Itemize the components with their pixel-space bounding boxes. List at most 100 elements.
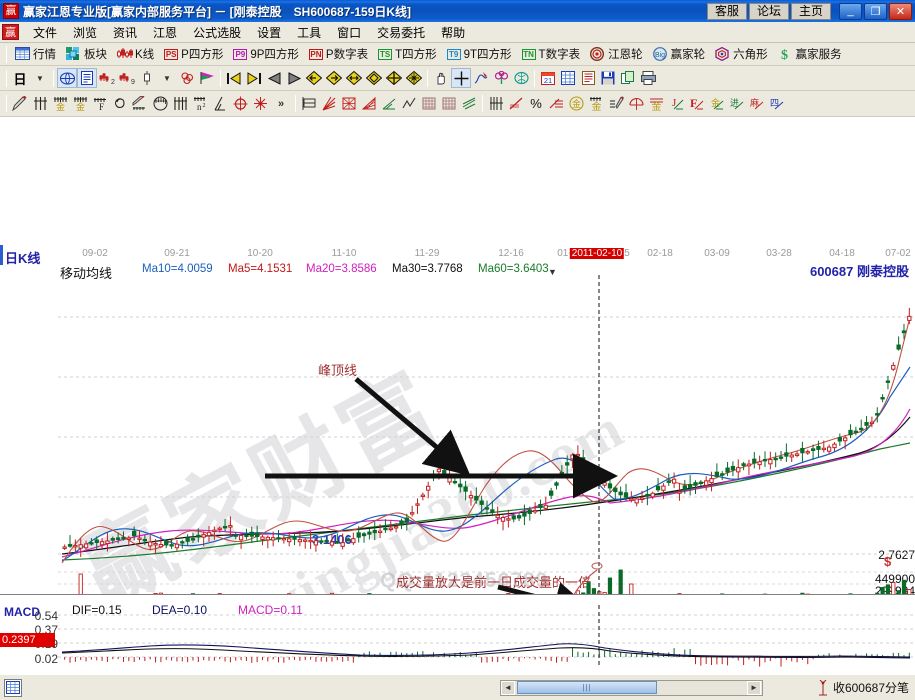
zoom-left-icon[interactable] bbox=[304, 68, 324, 88]
toolbar-button-sectors[interactable]: 板块 bbox=[61, 44, 112, 64]
toolbar-button-t-square[interactable]: TS T四方形 bbox=[373, 44, 442, 64]
close-button[interactable]: ✕ bbox=[889, 3, 912, 20]
flag-icon[interactable] bbox=[197, 68, 217, 88]
spiral-icon[interactable] bbox=[110, 94, 130, 114]
pen-curve-icon[interactable] bbox=[471, 68, 491, 88]
menu-item-window[interactable]: 窗口 bbox=[329, 22, 369, 43]
toolbar-button-gann-wheel[interactable]: 江恩轮 bbox=[585, 44, 648, 64]
building-icon[interactable]: 麻 bbox=[746, 94, 766, 114]
menu-item-trade[interactable]: 交易委托 bbox=[369, 22, 433, 43]
next-icon[interactable] bbox=[284, 68, 304, 88]
toolbar-button-winner-service[interactable]: $ 赢家服务 bbox=[773, 44, 847, 64]
grid2-icon[interactable] bbox=[439, 94, 459, 114]
hand-icon[interactable] bbox=[431, 68, 451, 88]
flower-icon[interactable] bbox=[177, 68, 197, 88]
gann-fan-gold-icon[interactable]: 金 bbox=[50, 94, 70, 114]
menu-item-formula[interactable]: 公式选股 bbox=[185, 22, 249, 43]
tree-icon[interactable] bbox=[491, 68, 511, 88]
zoom-both-icon[interactable] bbox=[344, 68, 364, 88]
chart2-icon[interactable]: 2 bbox=[97, 68, 117, 88]
copy-icon[interactable] bbox=[618, 68, 638, 88]
more-tools-icon[interactable]: » bbox=[270, 98, 292, 110]
last-icon[interactable] bbox=[244, 68, 264, 88]
chevron-down-icon[interactable]: ▼ bbox=[157, 68, 177, 88]
toolbar-button-9t-square[interactable]: T9 9T四方形 bbox=[442, 44, 517, 64]
menu-item-gann[interactable]: 江恩 bbox=[145, 22, 185, 43]
toolbar-button-winner-wheel[interactable]: Big 赢家轮 bbox=[648, 44, 711, 64]
macd-panel[interactable]: MACD DIF=0.15 DEA=0.10 MACD=0.11 0.54 0.… bbox=[0, 594, 915, 674]
first-icon[interactable] bbox=[224, 68, 244, 88]
maximize-button[interactable]: ❐ bbox=[864, 3, 887, 20]
zoom-right-icon[interactable] bbox=[324, 68, 344, 88]
net-icon[interactable] bbox=[339, 94, 359, 114]
pen-level-icon[interactable] bbox=[606, 94, 626, 114]
percent-icon[interactable]: % bbox=[526, 94, 546, 114]
chart9-icon[interactable]: 9 bbox=[117, 68, 137, 88]
pen-grid-icon[interactable] bbox=[130, 94, 150, 114]
toolbar-button-kline[interactable]: K线 bbox=[112, 44, 159, 64]
titlebar-link-forum[interactable]: 论坛 bbox=[749, 3, 789, 20]
gann-gold2-icon[interactable]: 金 bbox=[70, 94, 90, 114]
toolbar-button-t-numbers[interactable]: TN T数字表 bbox=[517, 44, 586, 64]
grid1-icon[interactable] bbox=[419, 94, 439, 114]
scroll-thumb[interactable]: ||| bbox=[517, 681, 657, 694]
gold4-icon[interactable]: 金 bbox=[706, 94, 726, 114]
menu-item-tools[interactable]: 工具 bbox=[289, 22, 329, 43]
print-icon[interactable] bbox=[638, 68, 658, 88]
menu-item-news[interactable]: 资讯 bbox=[105, 22, 145, 43]
fork2-icon[interactable] bbox=[170, 94, 190, 114]
zoom-cross-icon[interactable] bbox=[384, 68, 404, 88]
calendar-icon[interactable]: 21 bbox=[538, 68, 558, 88]
step-icon[interactable]: 进 bbox=[726, 94, 746, 114]
angle2-icon[interactable] bbox=[379, 94, 399, 114]
table-icon[interactable] bbox=[558, 68, 578, 88]
toolbar-button-hexagon[interactable]: 六角形 bbox=[710, 44, 773, 64]
chart-area[interactable]: 赢家财富 www.yingjia360.com QQ:1123456789 日K… bbox=[0, 117, 915, 594]
toolbar-button-p-numbers[interactable]: PN P数字表 bbox=[304, 44, 373, 64]
menu-item-settings[interactable]: 设置 bbox=[249, 22, 289, 43]
ruler-icon[interactable] bbox=[486, 94, 506, 114]
period-day-button[interactable]: 日 bbox=[10, 68, 30, 88]
horizontal-scrollbar[interactable]: ◄ ||| ► bbox=[500, 680, 763, 696]
fan-f-icon[interactable]: F bbox=[90, 94, 110, 114]
star-icon[interactable] bbox=[250, 94, 270, 114]
crosshair-icon[interactable] bbox=[451, 68, 471, 88]
brain-icon[interactable] bbox=[511, 68, 531, 88]
report-icon[interactable] bbox=[578, 68, 598, 88]
toolbar-button-quotes[interactable]: 行情 bbox=[10, 44, 61, 64]
scroll-right-arrow[interactable]: ► bbox=[747, 681, 761, 695]
gold2-icon[interactable]: 金 bbox=[586, 94, 606, 114]
document-icon[interactable] bbox=[77, 68, 97, 88]
titlebar-link-homepage[interactable]: 主页 bbox=[791, 3, 831, 20]
menu-item-file[interactable]: 文件 bbox=[25, 22, 65, 43]
toolbar-button-p-square[interactable]: PS P四方形 bbox=[159, 44, 228, 64]
j-icon[interactable]: J bbox=[666, 94, 686, 114]
gold-circle-icon[interactable]: 金 bbox=[566, 94, 586, 114]
arc-gold-icon[interactable] bbox=[626, 94, 646, 114]
zoom-diamond-icon[interactable] bbox=[364, 68, 384, 88]
pen-icon[interactable] bbox=[10, 94, 30, 114]
lines-icon[interactable] bbox=[459, 94, 479, 114]
save-icon[interactable] bbox=[598, 68, 618, 88]
menu-item-browse[interactable]: 浏览 bbox=[65, 22, 105, 43]
rays-icon[interactable] bbox=[319, 94, 339, 114]
percent-line2-icon[interactable] bbox=[546, 94, 566, 114]
four-icon[interactable]: 四 bbox=[766, 94, 786, 114]
table-icon[interactable] bbox=[4, 679, 22, 697]
titlebar-link-support[interactable]: 客服 bbox=[707, 3, 747, 20]
angle-icon[interactable] bbox=[210, 94, 230, 114]
menu-item-help[interactable]: 帮助 bbox=[433, 22, 473, 43]
prev-icon[interactable] bbox=[264, 68, 284, 88]
gold3-icon[interactable]: 金 bbox=[646, 94, 666, 114]
scroll-left-arrow[interactable]: ◄ bbox=[501, 681, 515, 695]
target-icon[interactable] bbox=[230, 94, 250, 114]
web-icon[interactable] bbox=[359, 94, 379, 114]
zigzag-icon[interactable] bbox=[399, 94, 419, 114]
minimize-button[interactable]: _ bbox=[839, 3, 862, 20]
box-icon[interactable] bbox=[299, 94, 319, 114]
f-icon[interactable]: F bbox=[686, 94, 706, 114]
circle-grid-icon[interactable] bbox=[150, 94, 170, 114]
zoom-expand-icon[interactable] bbox=[404, 68, 424, 88]
toolbar-button-9p-square[interactable]: P9 9P四方形 bbox=[228, 44, 304, 64]
